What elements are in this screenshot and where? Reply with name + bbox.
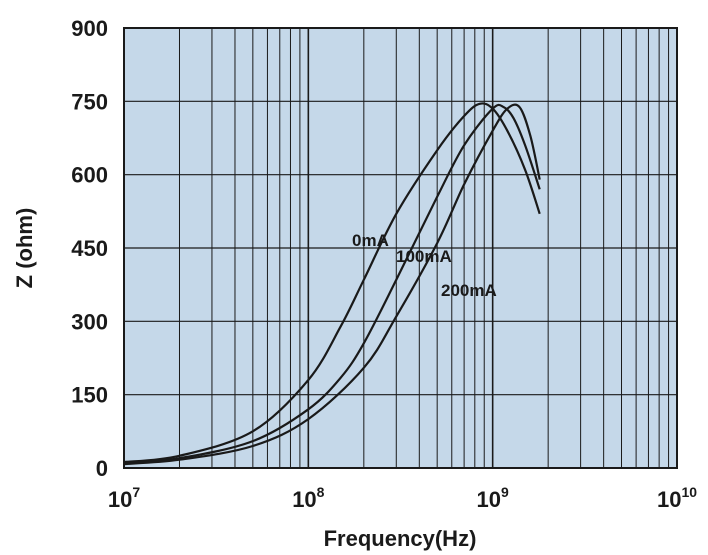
x-tick-label: 1010 (657, 484, 697, 512)
x-tick-label: 108 (292, 484, 324, 512)
y-tick-label: 300 (71, 309, 108, 334)
y-tick-label: 450 (71, 236, 108, 261)
series-line-100mA (123, 103, 541, 465)
y-tick-label: 150 (71, 383, 108, 408)
y-tick-label: 900 (71, 16, 108, 41)
y-tick-label: 600 (71, 163, 108, 188)
series-line-200mA (123, 103, 541, 466)
series-label-100mA: 100mA (396, 247, 452, 266)
y-tick-label: 0 (96, 456, 108, 481)
x-tick-label: 107 (108, 484, 140, 512)
y-axis-title: Z (ohm) (12, 208, 37, 289)
data-curves (123, 102, 541, 466)
x-tick-labels: 107 108 109 1010 (108, 484, 697, 512)
plot-frame (123, 27, 678, 469)
y-tick-label: 750 (71, 89, 108, 114)
x-axis-title: Frequency(Hz) (324, 526, 477, 551)
series-line-0mA (123, 102, 541, 464)
series-label-200mA: 200mA (441, 281, 497, 300)
series-label-0mA: 0mA (352, 231, 389, 250)
y-tick-labels: 0 150 300 450 600 750 900 (71, 16, 108, 481)
grid-lines (124, 28, 677, 468)
x-tick-label: 109 (477, 484, 509, 512)
